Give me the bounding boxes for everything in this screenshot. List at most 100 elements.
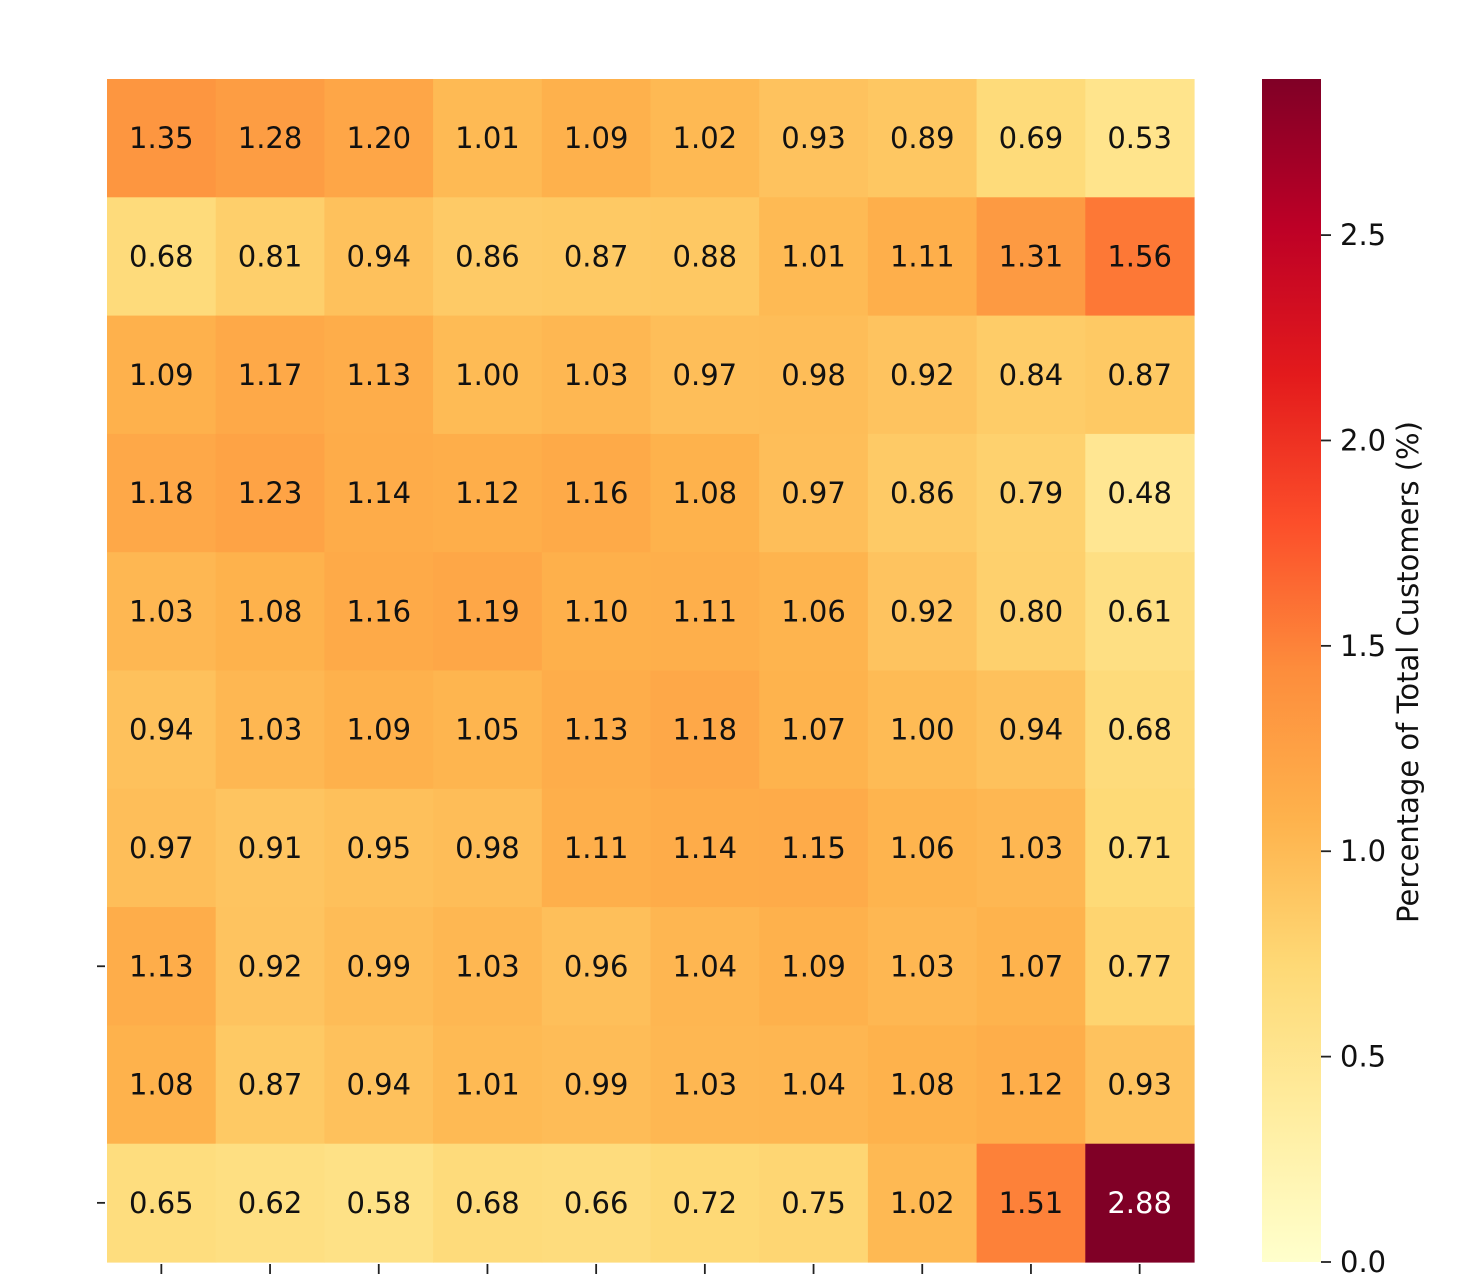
heatmap-cell xyxy=(976,79,1086,198)
cell-value-label: 1.16 xyxy=(564,476,629,510)
heatmap-cell xyxy=(759,315,869,435)
heatmap-cell xyxy=(1085,79,1195,198)
cell-value-label: 0.87 xyxy=(238,1068,303,1102)
cell-value-label: 1.19 xyxy=(455,594,520,628)
heatmap-cell xyxy=(650,315,760,435)
cell-value-label: 1.01 xyxy=(455,121,520,155)
cell-value-label: 1.12 xyxy=(999,1068,1064,1102)
cell-value-label: 0.99 xyxy=(564,1068,629,1102)
cell-value-label: 1.03 xyxy=(129,594,194,628)
cell-value-label: 1.09 xyxy=(781,949,846,983)
cell-value-label: 1.09 xyxy=(346,713,411,747)
heatmap-cell xyxy=(107,197,217,317)
heatmap-cell xyxy=(215,907,325,1026)
cell-value-label: 0.88 xyxy=(673,239,738,273)
heatmap-cell xyxy=(324,1143,434,1263)
axis-ticks xyxy=(97,965,1141,1274)
cell-value-label: 1.01 xyxy=(781,239,846,273)
heatmap-cell xyxy=(650,670,760,790)
heatmap-cell xyxy=(433,79,543,198)
cell-value-label: 1.05 xyxy=(455,713,520,747)
heatmap-cell xyxy=(215,1025,325,1145)
cell-value-label: 0.84 xyxy=(999,358,1064,392)
heatmap-cells xyxy=(107,79,1195,1263)
colorbar-tick-label: 2.5 xyxy=(1340,218,1386,252)
cell-value-label: 1.07 xyxy=(999,949,1064,983)
cell-value-label: 0.68 xyxy=(455,1186,520,1220)
heatmap-cell xyxy=(650,552,760,672)
heatmap-cell xyxy=(215,79,325,198)
heatmap-cell xyxy=(759,670,869,790)
cell-value-label: 0.81 xyxy=(238,239,303,273)
cell-value-label: 0.97 xyxy=(781,476,846,510)
cell-value-label: 0.68 xyxy=(129,239,194,273)
heatmap-cell xyxy=(1085,788,1195,908)
cell-value-label: 0.99 xyxy=(346,949,411,983)
cell-value-label: 1.08 xyxy=(890,1068,955,1102)
cell-value-label: 1.16 xyxy=(346,594,411,628)
heatmap-cell xyxy=(759,433,869,553)
heatmap-cell xyxy=(759,788,869,908)
cell-value-label: 0.87 xyxy=(564,239,629,273)
heatmap-cell xyxy=(1085,433,1195,553)
heatmap-cell xyxy=(541,1143,652,1263)
cell-value-label: 1.04 xyxy=(673,949,738,983)
cell-value-label: 1.10 xyxy=(564,594,629,628)
cell-value-label: 1.00 xyxy=(890,713,955,747)
heatmap-cell xyxy=(867,197,978,317)
heatmap-cell xyxy=(650,1025,760,1145)
cell-value-label: 0.62 xyxy=(238,1186,303,1220)
cell-value-label: 1.03 xyxy=(455,949,520,983)
cell-value-label: 1.56 xyxy=(1107,239,1172,273)
heatmap-cell xyxy=(867,315,978,435)
heatmap-cell xyxy=(107,552,217,672)
cell-value-label: 2.88 xyxy=(1107,1186,1172,1220)
colorbar-tick-label: 1.0 xyxy=(1340,834,1386,868)
heatmap-cell xyxy=(433,197,543,317)
heatmap-cell xyxy=(541,1025,652,1145)
heatmap-cell xyxy=(1085,670,1195,790)
cell-value-label: 0.68 xyxy=(1107,713,1172,747)
cell-value-label: 1.51 xyxy=(999,1186,1064,1220)
heatmap-cell xyxy=(215,1143,325,1263)
heatmap-cell xyxy=(541,788,652,908)
cell-value-label: 0.92 xyxy=(890,358,955,392)
heatmap-cell xyxy=(759,552,869,672)
cell-value-label: 1.08 xyxy=(129,1068,194,1102)
heatmap-cell xyxy=(650,788,760,908)
heatmap-cell xyxy=(650,197,760,317)
colorbar: 0.0 0.5 1.0 1.5 2.0 2.5 Percentage of Total C… xyxy=(1262,79,1425,1279)
heatmap-cell xyxy=(976,552,1086,672)
heatmap-cell xyxy=(541,552,652,672)
heatmap-cell xyxy=(867,1025,978,1145)
cell-value-label: 1.28 xyxy=(238,121,303,155)
heatmap-cell xyxy=(867,79,978,198)
heatmap-cell xyxy=(867,907,978,1026)
heatmap-cell xyxy=(759,79,869,198)
cell-value-label: 0.71 xyxy=(1107,831,1172,865)
cell-value-label: 0.48 xyxy=(1107,476,1172,510)
heatmap-cell xyxy=(324,1025,434,1145)
heatmap-cell xyxy=(107,788,217,908)
heatmap-cell xyxy=(107,315,217,435)
cell-value-label: 1.35 xyxy=(129,121,194,155)
cell-value-label: 0.98 xyxy=(781,358,846,392)
colorbar-label: Percentage of Total Customers (%) xyxy=(1391,421,1425,923)
heatmap-cell xyxy=(976,197,1086,317)
cell-value-label: 0.94 xyxy=(999,713,1064,747)
heatmap-cell xyxy=(215,197,325,317)
cell-value-label: 1.03 xyxy=(999,831,1064,865)
heatmap-cell xyxy=(433,788,543,908)
colorbar-tick-label: 1.5 xyxy=(1340,629,1386,663)
cell-value-label: 0.95 xyxy=(346,831,411,865)
heatmap-cell xyxy=(1085,907,1195,1026)
heatmap-cell xyxy=(107,670,217,790)
heatmap-cell xyxy=(324,907,434,1026)
cell-value-label: 1.15 xyxy=(781,831,846,865)
heatmap-cell xyxy=(215,433,325,553)
cell-value-label: 1.08 xyxy=(673,476,738,510)
cell-value-label: 0.89 xyxy=(890,121,955,155)
heatmap-cell xyxy=(1085,1143,1195,1263)
cell-value-label: 0.80 xyxy=(999,594,1064,628)
